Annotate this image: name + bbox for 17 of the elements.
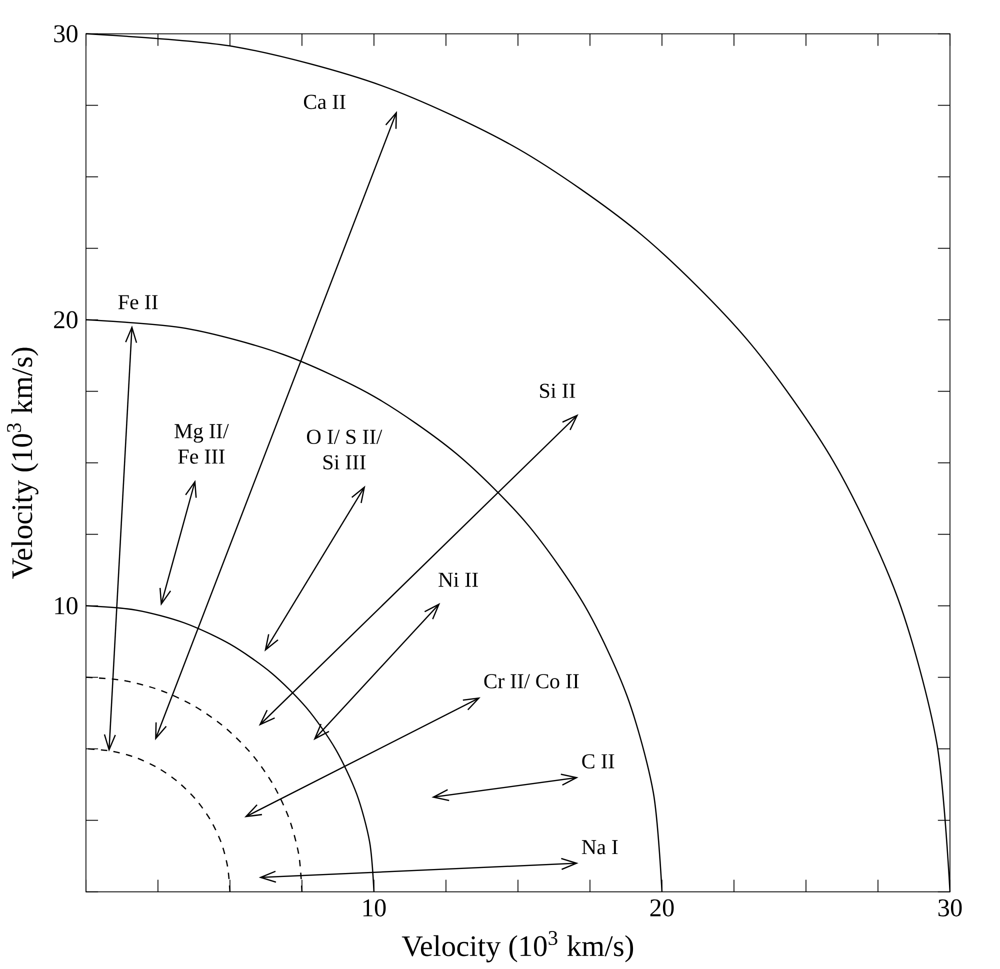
series-label: Si II — [540, 384, 576, 398]
series-label: Cr II/ Co II — [484, 674, 579, 688]
x-tick-label: 10 — [363, 899, 386, 916]
y-tick-label: 30 — [54, 24, 78, 42]
text: Ca II — [304, 94, 346, 109]
y-tick-label: 20 — [54, 310, 78, 328]
series-label: Ni II — [438, 572, 478, 587]
y-axis-title: Velocity (10$^{3}$ km/s) — [7, 348, 38, 579]
series-label: Mg II/ Fe III — [174, 424, 229, 464]
series-label: C II — [582, 754, 614, 768]
y-tick-label: 10 — [55, 596, 78, 614]
series-label: O I/ S II/ Si III — [306, 430, 382, 470]
x-tick-label: 20 — [650, 899, 674, 916]
x-tick-label: 30 — [938, 899, 962, 916]
x-axis-title: Velocity (10$^{3}$ km/s) — [402, 930, 634, 962]
series-label: Na I — [582, 840, 618, 854]
series-label: Fe II — [118, 295, 158, 310]
